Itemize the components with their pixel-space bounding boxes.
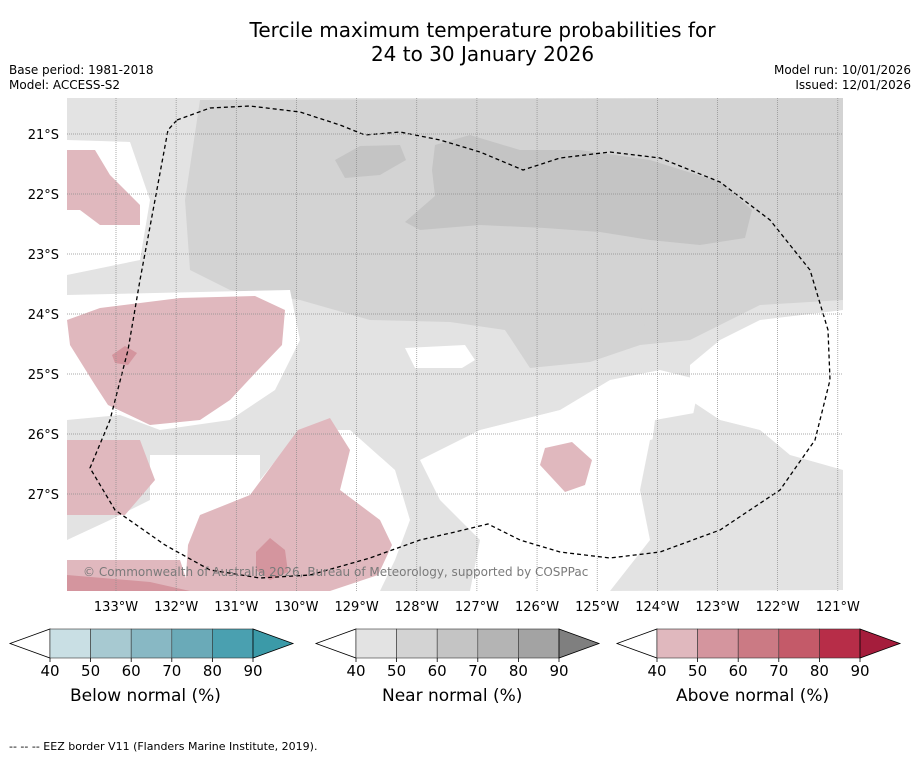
colorbar-tick-label: 70 [468, 662, 487, 680]
colorbar-segment [90, 628, 132, 659]
colorbar-segment [737, 628, 780, 659]
graticule [67, 98, 843, 591]
above-normal-40-50-area-sw [67, 440, 155, 515]
above-normal-40-50-area-central [540, 442, 592, 492]
meta-right: Model run: 10/01/2026 Issued: 12/01/2026 [774, 63, 911, 93]
lon-label: 121°W [816, 600, 860, 615]
colorbar-segment [819, 628, 861, 659]
colorbar-tick-label: 80 [810, 662, 829, 680]
lat-label: 25°S [28, 368, 59, 383]
lon-label: 124°W [635, 600, 679, 615]
colorbar-segment [778, 628, 820, 659]
colorbar-tick-label: 50 [387, 662, 406, 680]
colorbar-segment [518, 628, 560, 659]
longitude-labels: 133°W 132°W 131°W 130°W 129°W 128°W 127°W 126°W… [94, 600, 860, 615]
colorbar-segment [171, 628, 213, 659]
lon-label: 131°W [214, 600, 258, 615]
above-normal-50-60-area [112, 346, 137, 365]
near-normal-60-70-area-east [405, 135, 752, 245]
above-normal-50-60-area-south [256, 538, 288, 580]
latitude-labels: 21°S 22°S 23°S 24°S 25°S 26°S 27°S [28, 128, 59, 503]
colorbar-title-above: Above normal (%) [676, 686, 830, 706]
colorbar-extend-high [252, 628, 295, 659]
colorbar-tick-label: 70 [162, 662, 181, 680]
model-name: Model: ACCESS-S2 [9, 78, 121, 92]
model-run: Model run: 10/01/2026 [773, 63, 911, 77]
no-dominant-tercile-patch [405, 345, 475, 368]
base-period: Base period: 1981-2018 [9, 63, 154, 77]
lon-label: 125°W [575, 600, 619, 615]
colorbar-tick-label: 60 [428, 662, 447, 680]
colorbar-tick-label: 40 [647, 662, 666, 680]
colorbar-extend-low [314, 628, 357, 659]
lat-label: 21°S [28, 128, 59, 143]
copyright-credit: © Commonwealth of Australia 2026, Bureau… [83, 565, 589, 579]
colorbar-tick-label: 40 [40, 662, 59, 680]
lon-label: 129°W [335, 600, 379, 615]
colorbar-tick-label: 90 [850, 662, 869, 680]
colorbar-segment [477, 628, 519, 659]
lon-label: 123°W [695, 600, 739, 615]
near-normal-island [650, 412, 720, 490]
issued-date: Issued: 12/01/2026 [795, 78, 911, 92]
colorbar-tick-label: 60 [729, 662, 748, 680]
no-dominant-tercile-area-east [590, 310, 843, 591]
colorbar-tick-label: 70 [769, 662, 788, 680]
eez-footnote: -- -- -- EEZ border V11 (Flanders Marine… [9, 740, 318, 753]
probability-field [67, 98, 843, 591]
colorbar-title-near: Near normal (%) [382, 686, 523, 706]
title-line-2: 24 to 30 January 2026 [370, 42, 595, 66]
lon-label: 130°W [274, 600, 318, 615]
lat-label: 26°S [28, 428, 59, 443]
colorbar-tick-label: 50 [81, 662, 100, 680]
meta-left: Base period: 1981-2018 Model: ACCESS-S2 [9, 63, 154, 93]
colorbar-0: 40 50 60 70 80 90 [8, 628, 295, 680]
above-normal-40-50-area-south [185, 418, 392, 591]
colorbar-tick-label: 50 [688, 662, 707, 680]
colorbar-1: 40 50 60 70 80 90 [314, 628, 601, 680]
colorbar-segment [130, 628, 173, 659]
colorbar-tick-label: 40 [346, 662, 365, 680]
lat-label: 23°S [28, 248, 59, 263]
lon-label: 132°W [154, 600, 198, 615]
title-line-1: Tercile maximum temperature probabilitie… [249, 18, 716, 42]
colorbar-extend-low [8, 628, 51, 659]
eez-border [89, 105, 831, 579]
colorbar-extend-high [859, 628, 902, 659]
above-normal-50-60-area-corner [67, 575, 190, 591]
colorbar-2: 40 50 60 70 80 90 [615, 628, 902, 680]
lon-label: 128°W [395, 600, 439, 615]
colorbar-segment [436, 628, 479, 659]
colorbar-tick-label: 90 [243, 662, 262, 680]
lat-label: 22°S [28, 188, 59, 203]
lon-label: 133°W [94, 600, 138, 615]
colorbar-tick-label: 80 [203, 662, 222, 680]
lon-label: 126°W [515, 600, 559, 615]
near-normal-patch [505, 298, 645, 350]
colorbar-title-below: Below normal (%) [70, 686, 221, 706]
colorbar-tick-label: 90 [549, 662, 568, 680]
lat-label: 24°S [28, 308, 59, 323]
near-normal-60-70-area [335, 145, 406, 178]
lon-label: 127°W [455, 600, 499, 615]
colorbar-extend-low [615, 628, 658, 659]
colorbar-tick-label: 60 [122, 662, 141, 680]
colorbars: 40 50 60 70 80 90 40 50 60 70 80 90 40 50 60 70 80 90 [8, 628, 902, 680]
colorbar-segment [396, 628, 438, 659]
above-normal-40-50-area-nw [67, 150, 140, 225]
colorbar-extend-high [558, 628, 601, 659]
colorbar-segment [355, 628, 397, 659]
colorbar-segment [212, 628, 254, 659]
lat-label: 27°S [28, 488, 59, 503]
map-title: Tercile maximum temperature probabilitie… [0, 18, 919, 66]
colorbar-segment [697, 628, 739, 659]
colorbar-tick-label: 80 [509, 662, 528, 680]
lon-label: 122°W [756, 600, 800, 615]
colorbar-segment [49, 628, 91, 659]
colorbar-segment [656, 628, 698, 659]
